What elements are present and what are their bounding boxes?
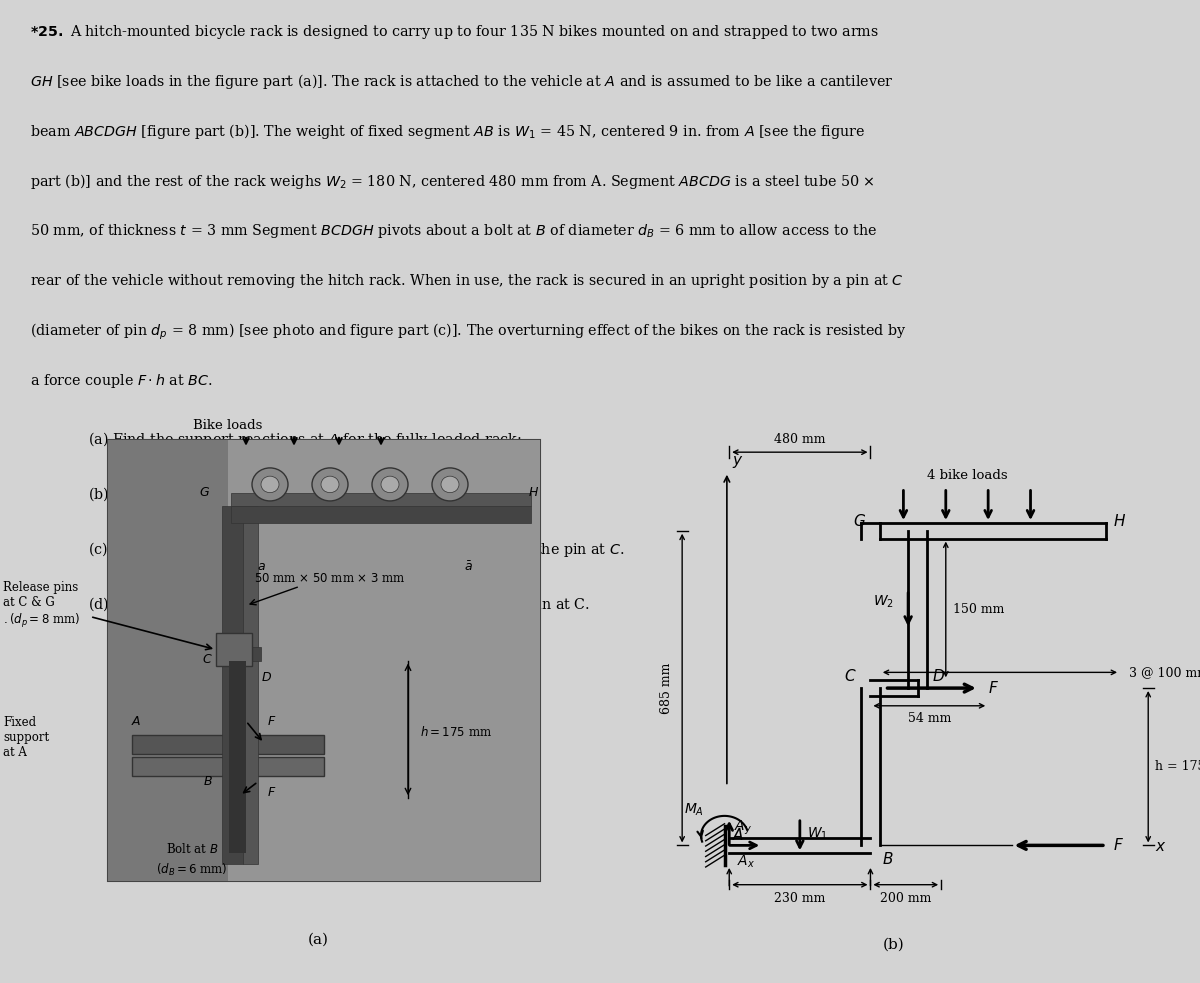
Text: 3 @ 100 mm: 3 @ 100 mm xyxy=(1129,665,1200,679)
Text: $F$: $F$ xyxy=(266,715,276,727)
Text: (diameter of pin $d_p$ = 8 mm) [see photo and figure part (c)]. The overturning : (diameter of pin $d_p$ = 8 mm) [see phot… xyxy=(30,321,906,342)
Text: (c) Find average shear stresses $\tau_{aver}$ in both the bolt at $B$ and the pi: (c) Find average shear stresses $\tau_{a… xyxy=(88,540,624,559)
Bar xyxy=(228,440,540,881)
Bar xyxy=(230,492,530,506)
Text: 4 bike loads: 4 bike loads xyxy=(926,469,1007,482)
Text: $\bar{a}$: $\bar{a}$ xyxy=(463,560,473,574)
Text: $H$: $H$ xyxy=(1112,513,1126,529)
Text: $\mathit{GH}$ [see bike loads in the figure part (a)]. The rack is attached to t: $\mathit{GH}$ [see bike loads in the fig… xyxy=(30,73,893,91)
Text: $A_y$: $A_y$ xyxy=(734,819,752,837)
Bar xyxy=(132,735,324,754)
Text: $C$: $C$ xyxy=(203,653,214,665)
Text: 685 mm: 685 mm xyxy=(660,663,673,714)
Bar xyxy=(216,633,252,666)
Text: Bike loads: Bike loads xyxy=(193,419,263,433)
Text: $M_A$: $M_A$ xyxy=(684,801,704,818)
Text: $D$: $D$ xyxy=(262,670,272,683)
Text: (a): (a) xyxy=(307,933,329,947)
Text: $G$: $G$ xyxy=(853,513,865,529)
Text: 200 mm: 200 mm xyxy=(880,892,931,904)
Text: $W_1$: $W_1$ xyxy=(806,826,828,841)
Circle shape xyxy=(372,468,408,501)
Text: $A$: $A$ xyxy=(131,715,142,727)
Text: $G$: $G$ xyxy=(199,487,210,499)
Bar xyxy=(108,440,228,881)
Circle shape xyxy=(432,468,468,501)
Circle shape xyxy=(262,476,278,492)
Bar xyxy=(132,757,324,777)
Text: $H$: $H$ xyxy=(528,487,539,499)
Bar xyxy=(230,506,530,523)
Text: $F$: $F$ xyxy=(266,786,276,799)
Text: 480 mm: 480 mm xyxy=(774,434,826,446)
Text: Release pins
at C & G
$.(d_p = 8$ mm$)$: Release pins at C & G $.(d_p = 8$ mm$)$ xyxy=(2,581,80,630)
Text: $D$: $D$ xyxy=(931,668,944,684)
Text: 54 mm: 54 mm xyxy=(907,712,950,724)
Text: 230 mm: 230 mm xyxy=(774,892,826,904)
Text: part (b)] and the rest of the rack weighs $W_2$ = 180 N, centered 480 mm from A.: part (b)] and the rest of the rack weigh… xyxy=(30,172,875,191)
Text: beam $\mathit{ABCDGH}$ [figure part (b)]. The weight of fixed segment $\mathit{A: beam $\mathit{ABCDGH}$ [figure part (b)]… xyxy=(30,122,865,142)
Text: $50$ mm $\times$ $50$ mm $\times$ $3$ mm: $50$ mm $\times$ $50$ mm $\times$ $3$ mm xyxy=(254,571,406,585)
Text: $\mathbf{*25.}$ A hitch-mounted bicycle rack is designed to carry up to four 135: $\mathbf{*25.}$ A hitch-mounted bicycle … xyxy=(30,23,878,40)
Text: (b) Find forces in the bolt at $B$ and the pin at $C$.: (b) Find forces in the bolt at $B$ and t… xyxy=(88,485,431,504)
Circle shape xyxy=(322,476,340,492)
Circle shape xyxy=(382,476,398,492)
Text: $F$: $F$ xyxy=(1112,838,1124,853)
Text: $A$: $A$ xyxy=(732,828,744,843)
Text: $a$: $a$ xyxy=(257,560,265,573)
Text: Bolt at $B$: Bolt at $B$ xyxy=(166,842,218,856)
Text: rear of the vehicle without removing the hitch rack. When in use, the rack is se: rear of the vehicle without removing the… xyxy=(30,272,904,290)
Text: $W_2$: $W_2$ xyxy=(874,594,894,609)
Text: Fixed
support
at A: Fixed support at A xyxy=(2,717,49,759)
Bar xyxy=(229,661,246,853)
Text: 50 mm, of thickness $t$ = 3 mm Segment $\mathit{BCDGH}$ pivots about a bolt at $: 50 mm, of thickness $t$ = 3 mm Segment $… xyxy=(30,222,877,240)
Text: a force couple $F \cdot h$ at $\mathit{BC}$.: a force couple $F \cdot h$ at $\mathit{B… xyxy=(30,372,212,389)
Text: $F$: $F$ xyxy=(988,680,1000,696)
Text: $(d_B = 6$ mm$)$: $(d_B = 6$ mm$)$ xyxy=(156,861,228,878)
Text: $A_x$: $A_x$ xyxy=(737,853,755,870)
Text: $h = 175$ mm: $h = 175$ mm xyxy=(420,725,492,739)
Text: $B$: $B$ xyxy=(203,776,214,788)
Text: (d) Find average bearing stresses $\sigma_b$ in the bolt at B and the pin at C.: (d) Find average bearing stresses $\sigm… xyxy=(88,595,590,613)
Text: $B$: $B$ xyxy=(882,851,894,867)
Text: (b): (b) xyxy=(883,938,905,952)
Circle shape xyxy=(312,468,348,501)
Circle shape xyxy=(442,476,458,492)
Bar xyxy=(230,647,262,661)
Text: $x$: $x$ xyxy=(1156,840,1166,854)
Text: 150 mm: 150 mm xyxy=(953,603,1004,616)
Text: $y$: $y$ xyxy=(732,454,743,470)
Text: $C$: $C$ xyxy=(844,668,857,684)
Bar xyxy=(108,440,540,881)
Text: (a) Find the support reactions at $A$ for the fully loaded rack;: (a) Find the support reactions at $A$ fo… xyxy=(88,430,522,449)
Text: h = 175 mm: h = 175 mm xyxy=(1156,760,1200,774)
Bar xyxy=(242,506,258,864)
Circle shape xyxy=(252,468,288,501)
Bar xyxy=(222,506,242,864)
